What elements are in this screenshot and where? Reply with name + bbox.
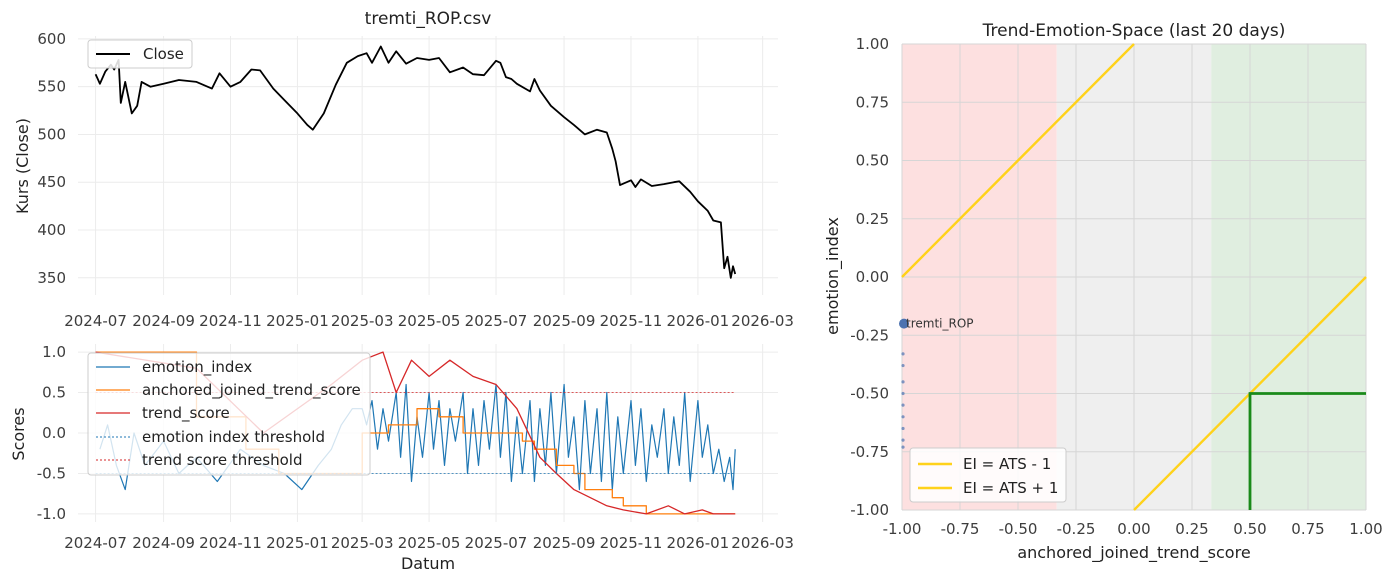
trail-point	[901, 445, 905, 449]
y-tick-label: 0.50	[856, 152, 889, 170]
scores-legend: emotion_index anchored_joined_trend_scor…	[87, 352, 371, 476]
x-tick-label: 2025-03	[331, 534, 394, 552]
y-tick-label: 400	[37, 221, 66, 239]
y-tick-label: -0.25	[850, 326, 889, 344]
legend-anchored-label: anchored_joined_trend_score	[142, 381, 361, 400]
y-tick-label: -0.75	[850, 443, 889, 461]
x-tick-label: 1.00	[1349, 520, 1382, 538]
space-xticks: -1.00 -0.75 -0.50 -0.25 0.00 0.25 0.50 0.75 1.00	[883, 520, 1383, 538]
x-tick-label: 0.50	[1233, 520, 1266, 538]
x-tick-label: 2024-09	[132, 312, 195, 330]
space-legend: EI = ATS - 1 EI = ATS + 1	[909, 447, 1067, 503]
space-ylabel: emotion_index	[823, 217, 843, 335]
space-title: Trend-Emotion-Space (last 20 days)	[982, 21, 1286, 41]
trail-point	[901, 352, 905, 356]
y-tick-label: 1.0	[42, 343, 66, 361]
trail-point	[901, 391, 905, 396]
x-tick-label: 0.75	[1291, 520, 1324, 538]
legend-trend-label: trend_score	[142, 404, 230, 423]
price-xticks: 2024-07 2024-09 2024-11 2025-01 2025-03 2025-…	[64, 312, 794, 330]
scores-xlabel: Datum	[401, 554, 455, 573]
scores-panel: Scores Datum -1.0 -0.5 0.0 0.5 1.0 2024-07 20…	[9, 343, 794, 573]
y-tick-label: 1.00	[856, 35, 889, 53]
price-ylabel: Kurs (Close)	[13, 118, 32, 214]
y-tick-label: 0.0	[42, 424, 66, 442]
y-tick-label: 0.00	[856, 268, 889, 286]
x-tick-label: 2026-01	[667, 312, 730, 330]
x-tick-label: 2025-11	[600, 534, 663, 552]
y-tick-label: 350	[37, 269, 66, 287]
price-panel: tremti_ROP.csv Kurs (Close) 350 400 450 500…	[13, 9, 794, 330]
x-tick-label: 2025-09	[533, 312, 596, 330]
y-tick-label: 600	[37, 30, 66, 48]
y-tick-label: -0.50	[850, 385, 889, 403]
y-tick-label: 500	[37, 125, 66, 143]
legend-close-label: Close	[143, 45, 184, 63]
price-series	[94, 45, 737, 279]
space-yticks: -1.00 -0.75 -0.50 -0.25 0.00 0.25 0.50 0.75 1.00	[850, 35, 889, 519]
price-grid	[78, 36, 778, 295]
x-tick-label: 2026-03	[731, 534, 794, 552]
legend-ats-minus-label: EI = ATS - 1	[963, 455, 1051, 473]
x-tick-label: 2024-11	[199, 312, 262, 330]
space-panel: Trend-Emotion-Space (last 20 days) ancho…	[823, 21, 1383, 563]
x-tick-label: 0.25	[1175, 520, 1208, 538]
x-tick-label: 2026-03	[731, 312, 794, 330]
series-close-line	[94, 45, 737, 279]
x-tick-label: 2025-01	[266, 312, 329, 330]
x-tick-label: -0.25	[1057, 520, 1096, 538]
scores-xticks: 2024-07 2024-09 2024-11 2025-01 2025-03 2025-…	[64, 534, 794, 552]
x-tick-label: 2024-09	[132, 534, 195, 552]
x-tick-label: -1.00	[883, 520, 922, 538]
scores-legend-box	[87, 352, 371, 476]
x-tick-label: 2025-05	[398, 312, 461, 330]
trail-point	[901, 415, 905, 419]
x-tick-label: 2025-09	[533, 534, 596, 552]
x-tick-label: 0.00	[1117, 520, 1150, 538]
x-tick-label: 2024-11	[199, 534, 262, 552]
scores-ylabel: Scores	[9, 407, 28, 460]
x-tick-label: 2025-01	[266, 534, 329, 552]
trail-point	[901, 363, 905, 368]
x-tick-label: 2024-07	[64, 312, 127, 330]
quadrant-boundary	[1248, 392, 1366, 510]
scores-yticks: -1.0 -0.5 0.0 0.5 1.0	[37, 343, 66, 523]
x-tick-label: 2025-11	[600, 312, 663, 330]
current-point-marker	[899, 318, 909, 329]
y-tick-label: 0.5	[42, 384, 66, 402]
y-tick-label: 550	[37, 78, 66, 96]
y-tick-label: 450	[37, 173, 66, 191]
price-yticks: 350 400 450 500 550 600	[37, 30, 66, 287]
trail-point	[901, 380, 905, 384]
space-grid	[901, 43, 1367, 511]
price-legend: Close	[87, 39, 193, 69]
x-tick-label: 2025-07	[465, 312, 528, 330]
trail-point	[901, 426, 905, 431]
trail-point	[901, 403, 905, 407]
y-tick-label: -1.0	[37, 505, 66, 523]
x-tick-label: 2026-01	[667, 534, 730, 552]
legend-ats-plus-label: EI = ATS + 1	[963, 479, 1058, 497]
y-tick-label: -1.00	[850, 501, 889, 519]
price-legend-box	[87, 39, 193, 69]
space-series: tremti_ROP	[899, 43, 1367, 511]
x-tick-label: -0.75	[941, 520, 980, 538]
x-tick-label: 2025-05	[398, 534, 461, 552]
trail-point	[901, 438, 905, 442]
x-tick-label: 2025-03	[331, 312, 394, 330]
x-tick-label: 2025-07	[465, 534, 528, 552]
space-xlabel: anchored_joined_trend_score	[1017, 543, 1250, 563]
x-tick-label: 2024-07	[64, 534, 127, 552]
point-annotation: tremti_ROP	[906, 317, 974, 331]
legend-trend-threshold-label: trend score threshold	[142, 451, 302, 469]
y-tick-label: -0.5	[37, 464, 66, 482]
y-tick-label: 0.75	[856, 93, 889, 111]
price-title: tremti_ROP.csv	[365, 9, 492, 29]
legend-emotion-label: emotion_index	[142, 358, 252, 377]
legend-ei-threshold-label: emotion index threshold	[142, 428, 325, 446]
x-tick-label: -0.50	[999, 520, 1038, 538]
diag-ats-plus-line	[901, 43, 1135, 278]
y-tick-label: 0.25	[856, 210, 889, 228]
